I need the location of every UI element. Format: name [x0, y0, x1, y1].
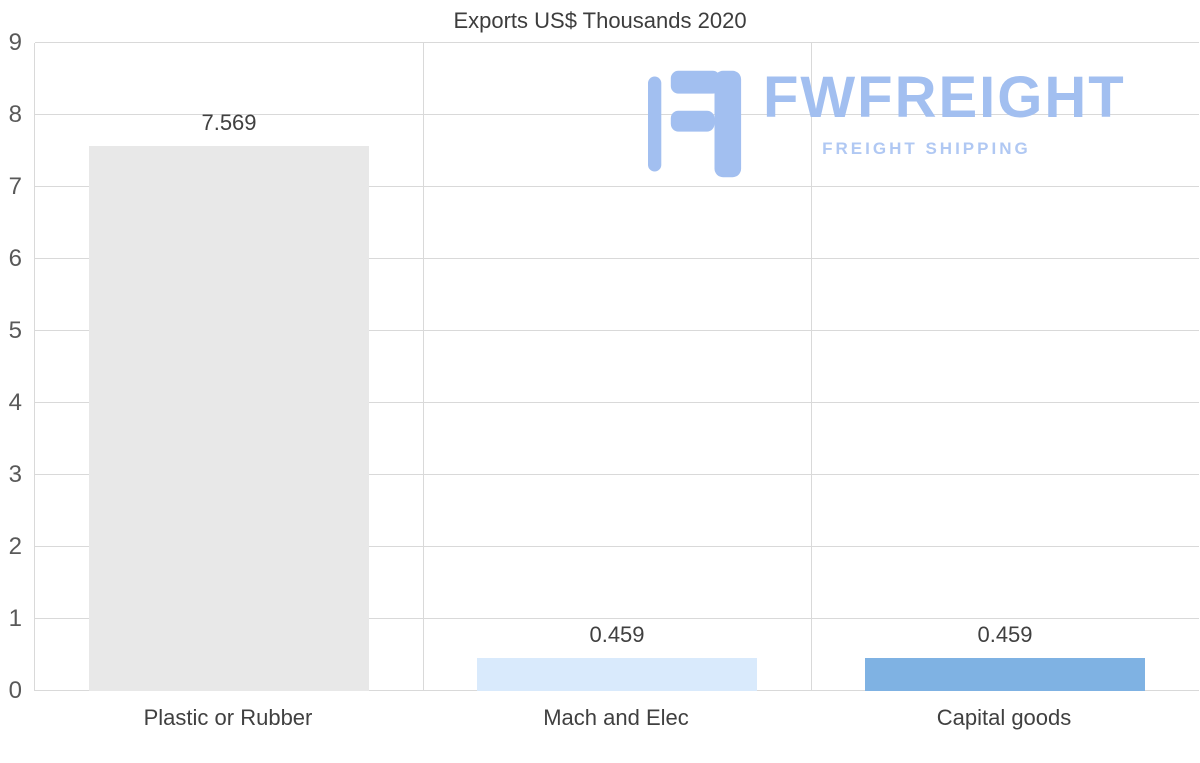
fwfreight-watermark: FWFREIGHT FREIGHT SHIPPING — [648, 65, 1126, 185]
y-tick-label: 5 — [8, 317, 22, 344]
y-axis: 0 1 2 3 4 5 6 7 8 9 — [0, 31, 28, 703]
bar-capital-goods — [865, 657, 1145, 691]
bar-value-label: 0.459 — [589, 621, 645, 647]
h-gridline — [35, 402, 1199, 404]
h-gridline — [35, 474, 1199, 475]
plot-area: 7.569 0.459 0.459 — [34, 42, 1199, 691]
bars-row: 7.569 0.459 0.459 — [35, 43, 1199, 691]
h-gridline — [35, 618, 1199, 620]
x-axis-labels: Plastic or Rubber Mach and Elec Capital go… — [34, 705, 1198, 731]
y-tick-label: 4 — [8, 389, 22, 417]
y-tick-label: 0 — [8, 677, 22, 704]
y-tick-label: 1 — [8, 605, 22, 633]
h-gridline — [35, 42, 1199, 43]
chart-title: Exports US$ Thousands 2020 — [453, 8, 747, 33]
fwfreight-logo-icon — [648, 68, 743, 185]
h-gridline — [35, 186, 1199, 187]
x-category-label: Capital goods — [936, 705, 1072, 730]
bar-value-label: 7.569 — [201, 110, 257, 136]
v-gridline — [423, 43, 424, 691]
bar-value-label: 0.459 — [977, 621, 1033, 647]
y-tick-label: 8 — [8, 101, 22, 129]
y-tick-label: 3 — [8, 461, 22, 488]
y-tick-label: 6 — [8, 245, 22, 272]
x-category-label: Plastic or Rubber — [143, 705, 313, 730]
fwfreight-tagline-text: FREIGHT SHIPPING — [822, 138, 1031, 158]
y-tick-label: 7 — [8, 173, 22, 200]
bar-column: 0.459 — [423, 43, 811, 691]
bar-mach-and-elec — [477, 657, 757, 691]
bar-plastic-or-rubber — [89, 146, 369, 691]
y-tick-label: 2 — [8, 533, 22, 561]
fwfreight-text-block: FWFREIGHT FREIGHT SHIPPING — [763, 65, 1126, 159]
x-category-label: Mach and Elec — [543, 705, 689, 730]
h-gridline — [35, 258, 1199, 259]
bar-column: 0.459 — [811, 43, 1199, 691]
v-gridline — [811, 43, 812, 691]
h-gridline — [35, 330, 1199, 331]
fwfreight-brand-text: FWFREIGHT — [763, 65, 1126, 130]
h-gridline — [35, 114, 1199, 116]
y-tick-label: 9 — [8, 29, 22, 56]
bar-column: 7.569 — [35, 43, 423, 691]
h-gridline — [35, 546, 1199, 548]
